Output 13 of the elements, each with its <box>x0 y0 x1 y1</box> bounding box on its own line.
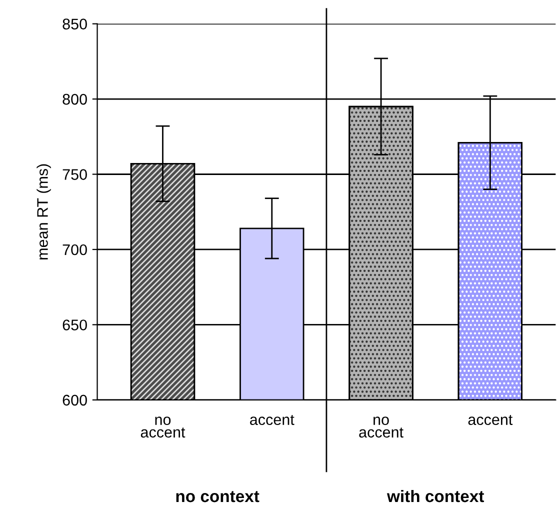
x-tick-label: accent <box>468 415 513 426</box>
x-tick-label: accent <box>250 415 294 426</box>
y-tick-label: 800 <box>62 94 87 105</box>
text: no context <box>176 491 260 502</box>
x-tick-label: no accent <box>140 416 186 438</box>
y-tick-label: 600 <box>62 394 87 406</box>
y-tick-label: 700 <box>62 244 87 256</box>
y-tick-label: 650 <box>62 320 87 330</box>
y-axis-title: mean RT (ms) <box>36 164 51 260</box>
x-tick-label: no accent <box>359 416 404 438</box>
text: with context <box>386 490 484 502</box>
y-tick-label: 750 <box>62 169 87 180</box>
y-tick-label: 850 <box>62 18 87 30</box>
